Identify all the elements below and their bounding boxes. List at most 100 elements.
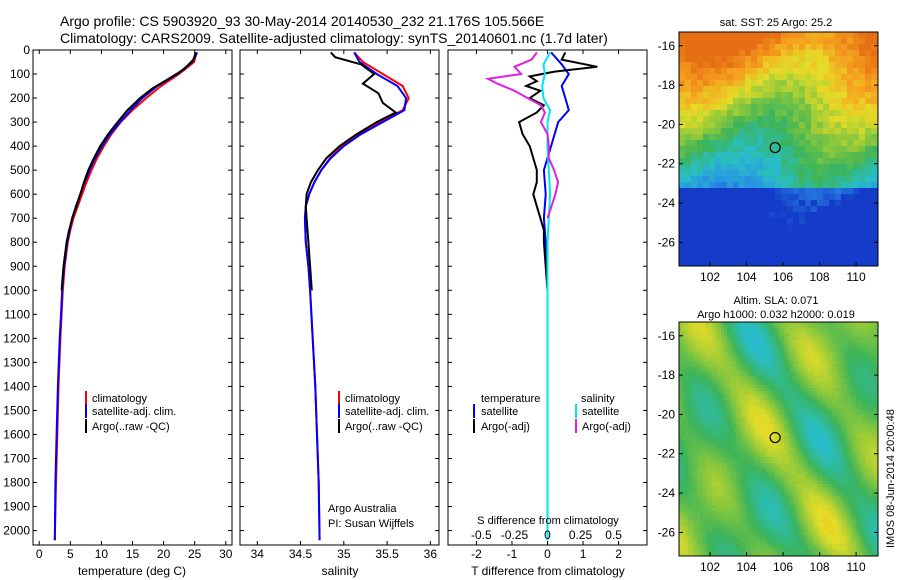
map-cell — [793, 224, 800, 231]
map-cell — [832, 328, 836, 332]
map-cell — [820, 415, 824, 419]
map-cell — [697, 254, 704, 261]
map-cell — [829, 128, 836, 135]
map-cell — [682, 463, 686, 467]
map-cell — [697, 176, 704, 183]
map-cell — [679, 134, 686, 141]
map-cell — [817, 364, 821, 368]
map-cell — [739, 86, 746, 93]
map-cell — [847, 439, 851, 443]
map-cell — [763, 361, 767, 365]
map-cell — [697, 403, 701, 407]
map-cell — [760, 412, 764, 416]
map-cell — [865, 158, 872, 165]
map-cell — [727, 454, 731, 458]
map-cell — [856, 355, 860, 359]
map-cell — [847, 158, 854, 165]
map-cell — [799, 364, 803, 368]
map-cell — [733, 448, 737, 452]
map-cell — [868, 388, 872, 392]
map-cell — [766, 427, 770, 431]
map-cell — [859, 242, 866, 249]
salinity-x-tick-label: 34.5 — [289, 547, 313, 561]
map-cell — [682, 340, 686, 344]
map-cell — [853, 367, 857, 371]
map-cell — [829, 394, 833, 398]
map-cell — [790, 403, 794, 407]
map-cell — [769, 373, 773, 377]
map-cell — [802, 457, 806, 461]
map-cell — [817, 38, 824, 45]
map-cell — [799, 74, 806, 81]
map-cell — [793, 376, 797, 380]
map-cell — [727, 349, 731, 353]
map-cell — [769, 182, 776, 189]
map-cell — [793, 391, 797, 395]
map-cell — [697, 463, 701, 467]
map-cell — [709, 451, 713, 455]
map-cell — [820, 427, 824, 431]
map-cell — [679, 152, 686, 159]
map-cell — [727, 328, 731, 332]
map-cell — [868, 397, 872, 401]
map-cell — [706, 376, 710, 380]
map-cell — [766, 436, 770, 440]
map-cell — [739, 403, 743, 407]
map-cell — [763, 248, 770, 255]
map-cell — [826, 463, 830, 467]
map-cell — [718, 469, 722, 473]
map-cell — [751, 460, 755, 464]
map-cell — [724, 331, 728, 335]
map-cell — [721, 254, 728, 261]
map-cell — [832, 355, 836, 359]
map-cell — [853, 248, 860, 255]
map-cell — [730, 373, 734, 377]
map-cell — [811, 260, 818, 267]
map-cell — [757, 370, 761, 374]
map-cell — [721, 445, 725, 449]
map-cell — [844, 427, 848, 431]
map-cell — [754, 463, 758, 467]
map-cell — [712, 409, 716, 413]
map-cell — [751, 116, 758, 123]
map-cell — [871, 152, 878, 159]
map-cell — [757, 110, 764, 117]
map-cell — [688, 403, 692, 407]
map-cell — [847, 394, 851, 398]
map-cell — [814, 358, 818, 362]
map-cell — [862, 367, 866, 371]
map-cell — [844, 454, 848, 458]
map-cell — [811, 116, 818, 123]
map-cell — [853, 206, 860, 213]
map-cell — [787, 322, 791, 326]
map-cell — [829, 74, 836, 81]
map-cell — [727, 176, 734, 183]
map-cell — [715, 128, 722, 135]
map-cell — [820, 349, 824, 353]
map-cell — [709, 397, 713, 401]
map-cell — [682, 367, 686, 371]
map-cell — [781, 116, 788, 123]
map-cell — [757, 346, 761, 350]
map-cell — [838, 406, 842, 410]
map-cell — [847, 194, 854, 201]
map-cell — [832, 430, 836, 434]
map-cell — [754, 448, 758, 452]
map-lat-tick-label: -20 — [658, 117, 676, 131]
map-cell — [790, 415, 794, 419]
map-cell — [754, 439, 758, 443]
map-cell — [874, 394, 878, 398]
map-lat-tick-label: -16 — [658, 39, 676, 53]
depth-tick-label: 1400 — [3, 379, 30, 393]
map-cell — [703, 116, 710, 123]
map-cell — [847, 62, 854, 69]
map-cell — [691, 92, 698, 99]
map-cell — [733, 212, 740, 219]
map-cell — [799, 370, 803, 374]
map-cell — [787, 236, 794, 243]
map-cell — [847, 454, 851, 458]
map-cell — [709, 412, 713, 416]
map-cell — [715, 445, 719, 449]
map-cell — [784, 352, 788, 356]
map-cell — [688, 325, 692, 329]
